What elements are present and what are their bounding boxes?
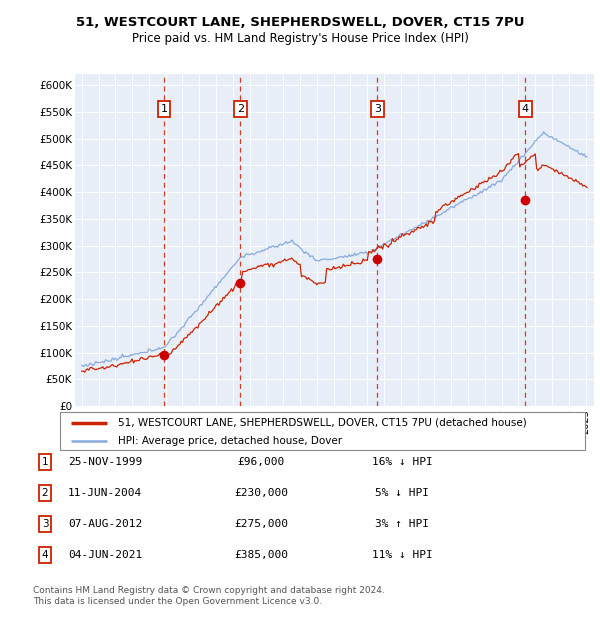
Text: 11% ↓ HPI: 11% ↓ HPI (371, 550, 433, 560)
Text: 1: 1 (161, 104, 167, 114)
Text: £385,000: £385,000 (234, 550, 288, 560)
Text: This data is licensed under the Open Government Licence v3.0.: This data is licensed under the Open Gov… (33, 597, 322, 606)
Text: 04-JUN-2021: 04-JUN-2021 (68, 550, 142, 560)
Text: Price paid vs. HM Land Registry's House Price Index (HPI): Price paid vs. HM Land Registry's House … (131, 32, 469, 45)
Text: 07-AUG-2012: 07-AUG-2012 (68, 519, 142, 529)
Text: 3: 3 (41, 519, 49, 529)
Text: 3% ↑ HPI: 3% ↑ HPI (375, 519, 429, 529)
Text: 3: 3 (374, 104, 381, 114)
Text: 5% ↓ HPI: 5% ↓ HPI (375, 488, 429, 498)
Text: 51, WESTCOURT LANE, SHEPHERDSWELL, DOVER, CT15 7PU: 51, WESTCOURT LANE, SHEPHERDSWELL, DOVER… (76, 16, 524, 29)
Text: 2: 2 (237, 104, 244, 114)
Text: £275,000: £275,000 (234, 519, 288, 529)
Text: Contains HM Land Registry data © Crown copyright and database right 2024.: Contains HM Land Registry data © Crown c… (33, 586, 385, 595)
Text: 11-JUN-2004: 11-JUN-2004 (68, 488, 142, 498)
FancyBboxPatch shape (60, 412, 585, 450)
Text: 16% ↓ HPI: 16% ↓ HPI (371, 457, 433, 467)
Text: 2: 2 (41, 488, 49, 498)
Text: 25-NOV-1999: 25-NOV-1999 (68, 457, 142, 467)
Text: 4: 4 (41, 550, 49, 560)
Text: 51, WESTCOURT LANE, SHEPHERDSWELL, DOVER, CT15 7PU (detached house): 51, WESTCOURT LANE, SHEPHERDSWELL, DOVER… (118, 418, 527, 428)
Text: 4: 4 (522, 104, 529, 114)
Text: £230,000: £230,000 (234, 488, 288, 498)
Text: £96,000: £96,000 (238, 457, 284, 467)
Text: 1: 1 (41, 457, 49, 467)
Text: HPI: Average price, detached house, Dover: HPI: Average price, detached house, Dove… (118, 436, 342, 446)
